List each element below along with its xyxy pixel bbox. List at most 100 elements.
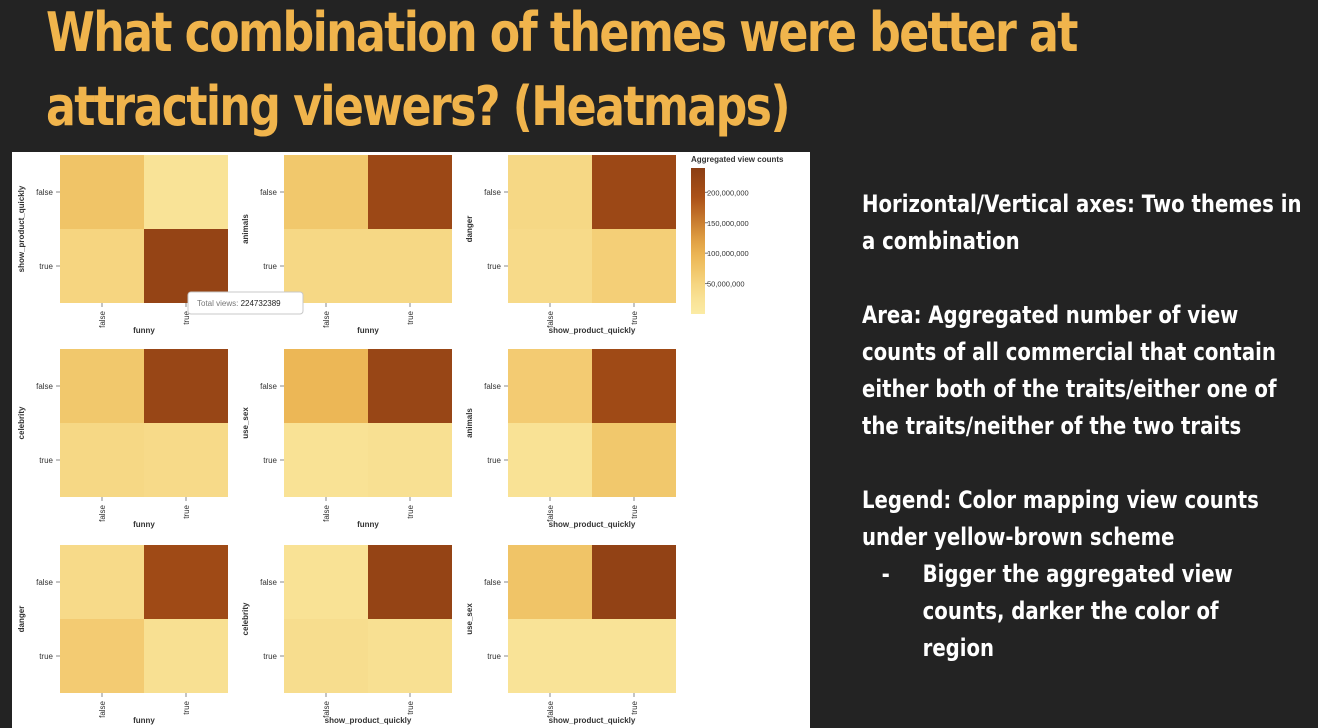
x-tick-label: true: [406, 504, 415, 518]
y-tick-label: false: [260, 578, 277, 587]
y-tick-label: true: [487, 262, 501, 271]
x-axis-label: funny: [133, 520, 155, 529]
heatmap-cell: [368, 423, 452, 497]
y-tick-label: true: [263, 456, 277, 465]
note-area: Area: Aggregated number of view counts o…: [862, 301, 1277, 440]
x-tick-label: true: [630, 310, 639, 324]
heatmap-cell: [508, 155, 592, 229]
heatmap-cell: [368, 349, 452, 423]
y-tick-label: false: [484, 382, 501, 391]
y-tick-label: false: [260, 382, 277, 391]
legend-tick-label: 100,000,000: [707, 249, 749, 258]
heatmap-cell: [592, 229, 676, 303]
x-axis-label: show_product_quickly: [549, 326, 636, 335]
heatmap-cell: [508, 349, 592, 423]
heatmap-cell: [592, 423, 676, 497]
bullet-marker: -: [881, 560, 890, 588]
heatmap-cell: [144, 619, 228, 693]
x-tick-label: false: [98, 504, 107, 521]
y-axis-label: use_sex: [241, 407, 250, 439]
heatmap-panel: false true false true funny show_product_quic…: [12, 152, 810, 728]
heatmap-cell: [592, 619, 676, 693]
tooltip-value: 224732389: [241, 299, 282, 308]
note-legend: Legend: Color mapping view counts under …: [862, 486, 1259, 551]
y-tick-label: true: [263, 652, 277, 661]
x-tick-label: false: [546, 310, 555, 327]
x-tick-label: true: [406, 310, 415, 324]
heatmap-cell: [368, 619, 452, 693]
y-axis-label: celebrity: [17, 406, 26, 439]
x-tick-label: true: [630, 700, 639, 714]
y-tick-label: false: [36, 578, 53, 587]
heatmap-cell: [60, 229, 144, 303]
heatmap-cell: [508, 545, 592, 619]
legend-tick-label: 50,000,000: [707, 280, 745, 289]
y-axis-label: show_product_quickly: [17, 185, 26, 272]
heatmap-cell: [144, 545, 228, 619]
heatmap-cell: [592, 349, 676, 423]
heatmap-cell: [592, 155, 676, 229]
x-axis-label: funny: [133, 326, 155, 335]
tooltip-box: [187, 291, 304, 315]
y-tick-label: false: [484, 188, 501, 197]
y-tick-label: true: [39, 456, 53, 465]
y-tick-label: false: [484, 578, 501, 587]
x-tick-label: false: [546, 700, 555, 717]
heatmap-cell: [368, 155, 452, 229]
heatmap-cell: [60, 155, 144, 229]
x-tick-label: false: [322, 310, 331, 327]
heatmap-cell: [144, 349, 228, 423]
y-axis-label: animals: [241, 214, 250, 244]
heatmap-cell: [144, 155, 228, 229]
slide-notes: Horizontal/Vertical axes: Two themes in …: [862, 186, 1301, 667]
heatmap-cell: [60, 619, 144, 693]
y-axis-label: celebrity: [241, 602, 250, 635]
y-tick-label: false: [260, 188, 277, 197]
y-axis-label: use_sex: [465, 603, 474, 635]
heatmap-cell: [508, 423, 592, 497]
y-tick-label: true: [39, 652, 53, 661]
x-tick-label: true: [182, 700, 191, 714]
heatmap-cell: [284, 349, 368, 423]
heatmap-cell: [368, 229, 452, 303]
x-tick-label: false: [98, 310, 107, 327]
x-axis-label: show_product_quickly: [549, 520, 636, 529]
y-axis-label: danger: [17, 606, 26, 633]
tooltip-text: Total views: 224732389: [197, 299, 281, 308]
note-legend-bullet: - Bigger the aggregated view counts, dar…: [862, 556, 1247, 667]
x-tick-label: true: [406, 700, 415, 714]
heatmap-cell: [284, 423, 368, 497]
bullet-text: Bigger the aggregated view counts, darke…: [922, 560, 1233, 662]
heatmap-cell: [284, 619, 368, 693]
heatmap-cell: [592, 545, 676, 619]
slide-title: What combination of themes were better a…: [46, 1, 1078, 138]
y-tick-label: true: [39, 262, 53, 271]
heatmap-cell: [284, 229, 368, 303]
heatmap-cell: [508, 229, 592, 303]
x-tick-label: false: [546, 504, 555, 521]
legend-tick-label: 150,000,000: [707, 219, 749, 228]
legend-title: Aggregated view counts: [691, 155, 784, 164]
x-axis-label: funny: [133, 716, 155, 725]
y-axis-label: animals: [465, 408, 474, 438]
heatmap-cell: [144, 229, 228, 303]
legend-tick-label: 200,000,000: [707, 188, 749, 197]
x-tick-label: true: [630, 504, 639, 518]
y-tick-label: true: [487, 456, 501, 465]
legend-colorbar: [691, 168, 705, 314]
heatmap-cell: [60, 349, 144, 423]
heatmap-cell: [508, 619, 592, 693]
x-axis-label: funny: [357, 326, 379, 335]
y-tick-label: true: [263, 262, 277, 271]
x-tick-label: true: [182, 504, 191, 518]
heatmap-cell: [60, 545, 144, 619]
x-axis-label: funny: [357, 520, 379, 529]
heatmap-cell: [144, 423, 228, 497]
x-axis-label: show_product_quickly: [325, 716, 412, 725]
x-tick-label: false: [98, 700, 107, 717]
heatmap-grid: false true false true funny show_product_quic…: [17, 155, 784, 725]
x-tick-label: true: [182, 310, 191, 324]
heatmap-cell: [60, 423, 144, 497]
x-tick-label: false: [322, 504, 331, 521]
tooltip-label: Total views:: [197, 299, 241, 308]
